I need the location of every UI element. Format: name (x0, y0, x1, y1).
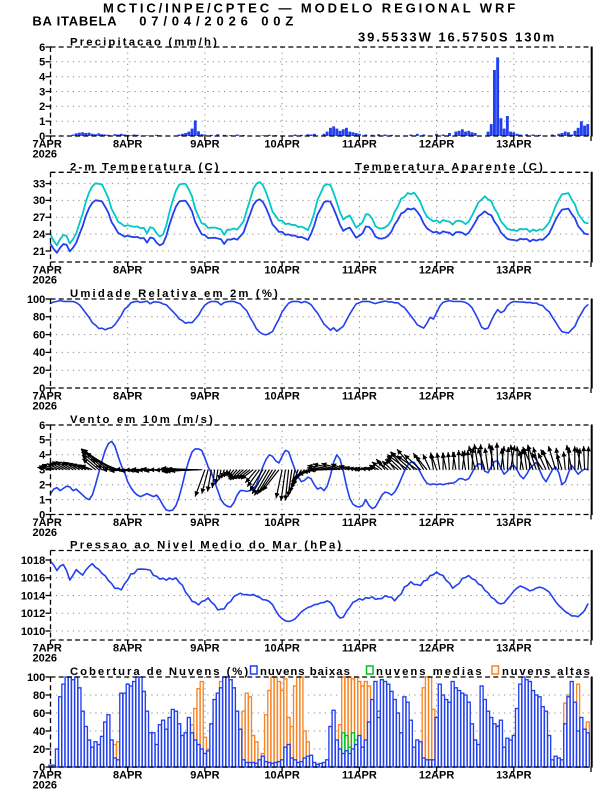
svg-text:1016: 1016 (21, 573, 45, 585)
svg-text:Precipitacao (mm/h): Precipitacao (mm/h) (70, 37, 219, 49)
svg-text:2026: 2026 (33, 149, 57, 161)
svg-text:24: 24 (33, 229, 46, 241)
svg-text:2: 2 (39, 101, 45, 113)
svg-text:6: 6 (39, 420, 45, 432)
svg-text:8APR: 8APR (113, 391, 142, 403)
svg-text:3: 3 (39, 465, 45, 477)
svg-text:11APR: 11APR (342, 265, 377, 277)
svg-text:2026: 2026 (33, 401, 57, 413)
svg-text:12APR: 12APR (419, 517, 455, 529)
svg-text:9APR: 9APR (190, 265, 219, 277)
svg-text:100: 100 (27, 672, 45, 684)
svg-text:10APR: 10APR (264, 517, 300, 529)
svg-text:2026: 2026 (33, 527, 57, 539)
svg-text:nuvens altas: nuvens altas (502, 666, 592, 678)
svg-text:1: 1 (39, 494, 45, 506)
svg-text:2026: 2026 (33, 275, 57, 287)
svg-text:12APR: 12APR (419, 770, 455, 782)
svg-text:12APR: 12APR (419, 139, 455, 151)
svg-text:8APR: 8APR (113, 265, 142, 277)
svg-text:9APR: 9APR (190, 139, 219, 151)
svg-text:10APR: 10APR (264, 391, 300, 403)
svg-text:12APR: 12APR (419, 643, 455, 655)
svg-text:1018: 1018 (21, 555, 45, 567)
svg-text:10APR: 10APR (264, 139, 300, 151)
svg-text:1: 1 (39, 116, 45, 128)
svg-text:21: 21 (33, 246, 45, 258)
svg-text:12APR: 12APR (419, 391, 455, 403)
svg-text:4: 4 (39, 450, 46, 462)
svg-text:nuvens baixas: nuvens baixas (260, 666, 351, 678)
svg-text:40: 40 (33, 347, 45, 359)
svg-text:8APR: 8APR (113, 517, 142, 529)
svg-text:2-m Temperatura (C): 2-m Temperatura (C) (70, 161, 221, 173)
svg-text:8APR: 8APR (113, 643, 142, 655)
svg-text:3: 3 (39, 86, 45, 98)
svg-text:5: 5 (39, 57, 45, 69)
svg-text:60: 60 (33, 329, 45, 341)
svg-text:27: 27 (33, 212, 45, 224)
svg-text:100: 100 (27, 294, 45, 306)
svg-text:20: 20 (33, 365, 45, 377)
svg-text:9APR: 9APR (190, 391, 219, 403)
svg-text:13APR: 13APR (496, 770, 532, 782)
svg-text:13APR: 13APR (496, 265, 532, 277)
svg-text:8APR: 8APR (113, 139, 142, 151)
svg-text:6: 6 (39, 42, 45, 54)
svg-text:5: 5 (39, 435, 45, 447)
svg-text:20: 20 (33, 744, 45, 756)
svg-text:30: 30 (33, 195, 45, 207)
svg-text:Pressao ao Nivel Medio do Mar: Pressao ao Nivel Medio do Mar (hPa) (70, 540, 343, 552)
svg-text:40: 40 (33, 726, 45, 738)
svg-text:39.5533W 16.5750S 130m: 39.5533W 16.5750S 130m (358, 30, 556, 45)
svg-text:4: 4 (39, 72, 46, 84)
svg-text:Cobertura de Nuvens (%): Cobertura de Nuvens (%) (70, 666, 250, 678)
svg-text:11APR: 11APR (342, 517, 377, 529)
svg-text:11APR: 11APR (342, 391, 377, 403)
svg-text:80: 80 (33, 312, 45, 324)
svg-text:8APR: 8APR (113, 770, 142, 782)
svg-text:11APR: 11APR (342, 139, 377, 151)
svg-text:33: 33 (33, 178, 45, 190)
svg-text:60: 60 (33, 708, 45, 720)
svg-text:2026: 2026 (33, 653, 57, 665)
svg-text:Temperatura Aparente (C): Temperatura Aparente (C) (355, 161, 545, 173)
svg-text:13APR: 13APR (496, 139, 532, 151)
svg-text:Vento em 10m (m/s): Vento em 10m (m/s) (70, 414, 215, 426)
svg-text:11APR: 11APR (342, 643, 377, 655)
svg-text:80: 80 (33, 690, 45, 702)
svg-text:nuvens medias: nuvens medias (376, 666, 484, 678)
svg-text:1012: 1012 (21, 608, 45, 620)
svg-text:13APR: 13APR (496, 643, 532, 655)
svg-text:10APR: 10APR (264, 770, 300, 782)
svg-text:1010: 1010 (21, 626, 45, 638)
svg-text:BA ITABELA: BA ITABELA (32, 14, 117, 29)
svg-text:07/04/2026 00Z: 07/04/2026 00Z (139, 14, 298, 29)
svg-text:Umidade Relativa em 2m (%): Umidade Relativa em 2m (%) (70, 288, 280, 300)
svg-text:10APR: 10APR (264, 643, 300, 655)
svg-text:11APR: 11APR (342, 770, 377, 782)
svg-text:10APR: 10APR (264, 265, 300, 277)
svg-text:13APR: 13APR (496, 391, 532, 403)
svg-text:9APR: 9APR (190, 643, 219, 655)
svg-text:9APR: 9APR (190, 517, 219, 529)
svg-text:1014: 1014 (21, 590, 46, 602)
svg-text:9APR: 9APR (190, 770, 219, 782)
svg-text:2: 2 (39, 480, 45, 492)
svg-text:2026: 2026 (33, 780, 57, 792)
svg-text:12APR: 12APR (419, 265, 455, 277)
svg-text:13APR: 13APR (496, 517, 532, 529)
